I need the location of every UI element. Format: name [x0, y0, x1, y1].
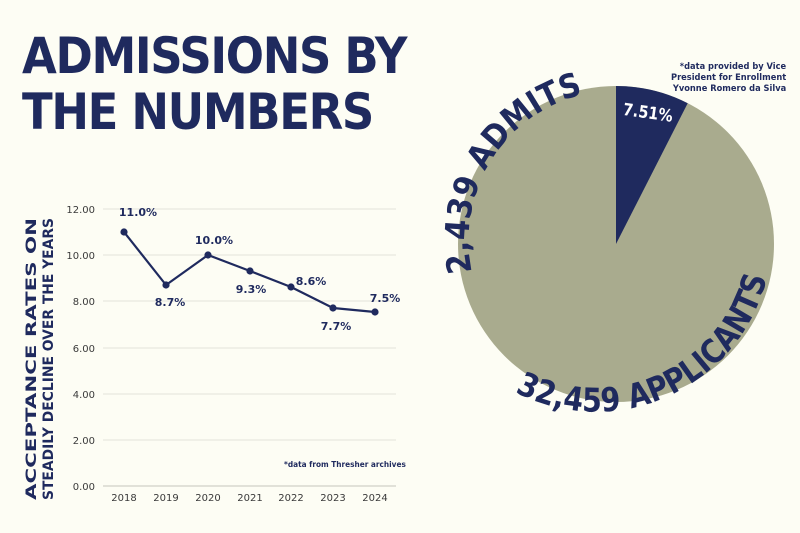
x-tick: 2023: [320, 493, 345, 504]
data-point: [120, 228, 128, 236]
data-label: 7.7%: [321, 320, 352, 333]
pie-chart: 7.51% 2,439 ADMITS 32,459 APPLICANTS: [437, 64, 775, 420]
y-tick: 8.00: [73, 297, 95, 308]
y-axis-title-line-1: ACCEPTANCE RATES ON: [24, 218, 40, 500]
x-tick: 2020: [195, 493, 220, 504]
y-tick: 10.00: [66, 251, 95, 262]
page-title: ADMISSIONS BY THE NUMBERS: [22, 27, 407, 141]
data-point: [287, 283, 295, 291]
pie-source-note-line-3: Yvonne Romero da Silva: [672, 84, 786, 94]
y-tick: 4.00: [73, 390, 95, 401]
y-axis-ticks: 0.00 2.00 4.00 6.00 8.00 10.00 12.00: [66, 205, 95, 493]
data-label: 10.0%: [195, 234, 233, 247]
y-axis-title: ACCEPTANCE RATES ON STEADILY DECLINE OVE…: [24, 218, 57, 500]
line-chart-source-note: *data from Thresher archives: [284, 460, 406, 469]
x-tick: 2018: [111, 493, 136, 504]
data-point: [329, 304, 337, 312]
data-points: [120, 228, 379, 316]
data-label: 9.3%: [236, 283, 267, 296]
data-label: 7.5%: [370, 292, 401, 305]
y-axis-title-line-2: STEADILY DECLINE OVER THE YEARS: [41, 218, 57, 500]
y-tick: 2.00: [73, 436, 95, 447]
x-tick: 2021: [237, 493, 262, 504]
gridlines: [103, 208, 396, 487]
x-tick: 2019: [153, 493, 178, 504]
data-label: 8.7%: [155, 296, 186, 309]
data-point: [162, 281, 170, 289]
pie-slice-admits: [616, 85, 688, 244]
data-label: 11.0%: [119, 206, 157, 219]
data-label: 8.6%: [296, 275, 327, 288]
page-title-line-2: THE NUMBERS: [22, 83, 374, 141]
x-tick: 2024: [362, 493, 387, 504]
data-point: [371, 308, 379, 316]
y-tick: 6.00: [73, 344, 95, 355]
pie-source-note: *data provided by Vice President for Enr…: [671, 62, 786, 95]
pie-source-note-line-1: *data provided by Vice: [679, 62, 786, 72]
pie-source-note-line-2: President for Enrollment: [670, 73, 786, 83]
page-title-line-1: ADMISSIONS BY: [22, 27, 407, 85]
x-tick: 2022: [278, 493, 303, 504]
data-labels: 11.0% 8.7% 10.0% 9.3% 8.6% 7.7% 7.5%: [119, 206, 400, 333]
y-tick: 12.00: [66, 205, 95, 216]
data-point: [246, 267, 254, 275]
data-point: [204, 251, 212, 259]
x-axis-ticks: 2018 2019 2020 2021 2022 2023 2024: [111, 493, 387, 504]
line-chart: ACCEPTANCE RATES ON STEADILY DECLINE OVE…: [24, 205, 400, 504]
y-tick: 0.00: [73, 482, 95, 493]
